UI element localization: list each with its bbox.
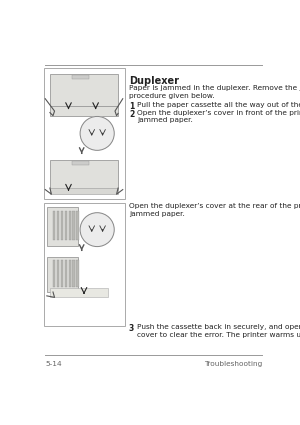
Text: 1: 1 <box>129 102 134 111</box>
Bar <box>50 188 118 194</box>
Bar <box>68 211 71 241</box>
Text: Troubleshooting: Troubleshooting <box>204 360 262 366</box>
Text: Push the cassette back in securely, and open and close the top
cover to clear th: Push the cassette back in securely, and … <box>137 324 300 338</box>
Circle shape <box>80 116 114 150</box>
Bar <box>47 207 78 246</box>
Text: Open the duplexer’s cover at the rear of the printer and remove any
jammed paper: Open the duplexer’s cover at the rear of… <box>129 204 300 217</box>
Bar <box>53 211 55 241</box>
Bar <box>57 261 59 287</box>
Bar <box>50 160 118 190</box>
Bar <box>44 68 125 199</box>
Text: 3: 3 <box>129 324 134 333</box>
Bar <box>72 161 89 165</box>
Bar <box>72 211 75 241</box>
Text: 2: 2 <box>129 110 134 119</box>
Text: Paper is jammed in the duplexer. Remove the jammed paper using the
procedure giv: Paper is jammed in the duplexer. Remove … <box>129 85 300 99</box>
Text: Pull the paper cassette all the way out of the printer.: Pull the paper cassette all the way out … <box>137 102 300 108</box>
Bar <box>44 203 125 326</box>
Bar <box>47 258 78 292</box>
Bar <box>61 261 63 287</box>
Bar <box>68 261 71 287</box>
Bar <box>72 75 89 79</box>
Text: 5-14: 5-14 <box>45 360 62 366</box>
Bar <box>50 74 118 116</box>
Bar <box>64 211 67 241</box>
Bar <box>57 211 59 241</box>
Bar <box>76 261 79 287</box>
Text: Open the duplexer’s cover in front of the printer and remove any
jammed paper.: Open the duplexer’s cover in front of th… <box>137 110 300 123</box>
Text: Duplexer: Duplexer <box>129 76 179 86</box>
Bar <box>76 211 79 241</box>
Bar <box>50 288 108 298</box>
Bar <box>64 261 67 287</box>
Bar <box>53 261 55 287</box>
Bar <box>72 261 75 287</box>
Bar <box>61 211 63 241</box>
Circle shape <box>80 212 114 246</box>
